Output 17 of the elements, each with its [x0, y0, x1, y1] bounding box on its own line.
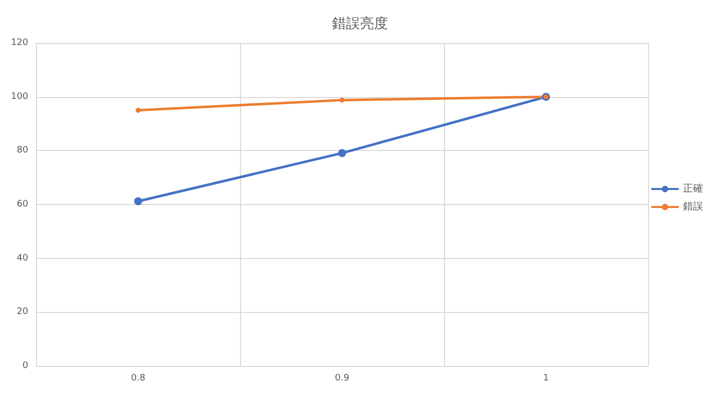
x-tick-label: 1: [543, 374, 549, 384]
y-tick-label: 80: [16, 146, 28, 156]
y-tick-label: 0: [22, 361, 28, 371]
point: [340, 98, 345, 103]
y-tick-label: 60: [16, 200, 28, 210]
legend-label: 錯誤: [683, 200, 703, 212]
y-tick-label: 20: [16, 307, 28, 318]
x-tick-label: 0.9: [334, 374, 350, 384]
x-tick-label: 0.8: [130, 374, 146, 384]
chart-title: 錯誤亮度: [332, 16, 388, 32]
point: [134, 197, 142, 206]
point: [338, 149, 346, 158]
y-tick-label: 120: [10, 38, 28, 48]
legend-label: 正確: [683, 184, 703, 194]
y-tick-label: 40: [16, 253, 28, 264]
point: [136, 108, 141, 113]
y-tick-label: 100: [10, 92, 28, 102]
